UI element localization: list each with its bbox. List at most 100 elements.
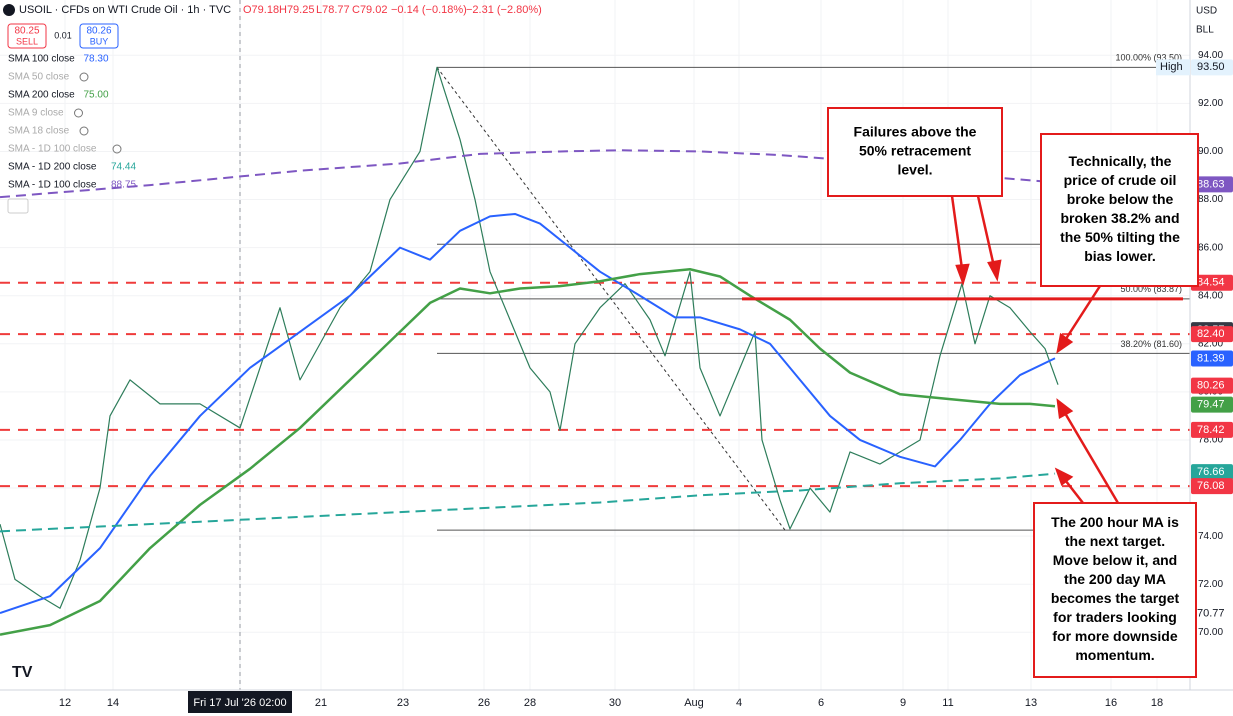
sell-button[interactable]	[7, 23, 47, 49]
tag-note	[1156, 59, 1190, 76]
legend-value: 75.00	[84, 90, 109, 101]
annotation-line: the 50% tilting the	[1060, 229, 1180, 245]
annotation-line: the 200 day MA	[1064, 571, 1166, 587]
price-tag-label: 76.66	[1197, 466, 1225, 478]
price-tag	[1191, 350, 1233, 367]
legend-label: SMA - 1D 200 close	[8, 162, 97, 173]
price-tag-label: 81.39	[1197, 352, 1225, 364]
sell-label: SELL	[16, 36, 38, 46]
ohlc: C79.02	[352, 4, 387, 16]
y-tick-label: 78.00	[1198, 435, 1223, 446]
annotation-line: Technically, the	[1069, 153, 1172, 169]
x-tick-label: 23	[397, 697, 409, 709]
annotation-line: 50% retracement	[859, 143, 971, 159]
annotation-line: bias lower.	[1084, 248, 1156, 264]
annotation-line: the next target.	[1065, 533, 1165, 549]
y-tick-label: 86.00	[1198, 242, 1223, 253]
series-line	[0, 268, 1056, 636]
annotation-box	[827, 107, 1003, 197]
x-tick-label: 11	[942, 697, 953, 709]
legend-label: SMA 18 close	[8, 126, 70, 137]
legend-label: SMA - 1D 100 close	[8, 180, 97, 191]
x-tick-label: Aug	[684, 697, 704, 709]
symbol: USOIL · CFDs on WTI Crude Oil · 1h · TVC	[19, 4, 231, 16]
annotation-line: level.	[897, 162, 932, 178]
trend-line	[436, 67, 786, 531]
collapse-button	[7, 198, 29, 214]
annotation-line: The 200 hour MA is	[1051, 514, 1179, 530]
price-tag	[1191, 421, 1233, 438]
y-tick-label: 88.00	[1198, 194, 1223, 205]
legend-value: 88.75	[111, 180, 136, 191]
price-tag-label: 84.54	[1197, 277, 1225, 289]
price-tag-label: 93.50	[1197, 61, 1225, 73]
y-tick-label: 82.00	[1198, 338, 1223, 349]
y-tick-label: 70.00	[1198, 627, 1223, 638]
buy-label: BUY	[90, 36, 109, 46]
arrow-head	[1054, 467, 1074, 487]
annotation-line: for more downside	[1052, 628, 1177, 644]
price-tag	[1191, 377, 1233, 394]
ohlc: O79.18	[243, 4, 279, 16]
legend-label: SMA 100 close	[8, 54, 75, 65]
fib-label: 50.00% (83.87)	[1120, 284, 1182, 294]
arrows	[950, 195, 1120, 504]
price-tag	[1191, 464, 1233, 481]
x-tick-label: 9	[900, 697, 906, 709]
series-line	[0, 212, 1056, 615]
annotation-line: price of crude oil	[1064, 172, 1177, 188]
x-tick-label: 13	[1025, 697, 1037, 709]
unit: BLL	[1196, 25, 1214, 36]
ohlc: H79.25	[279, 4, 314, 16]
annotation-line: Move below it, and	[1053, 552, 1177, 568]
price-tag-label: 78.42	[1197, 424, 1225, 436]
annotation-line: for traders looking	[1053, 609, 1177, 625]
x-tick-label: 21	[315, 697, 327, 709]
series-line	[0, 66, 1059, 609]
price-tag-label: 79.47	[1197, 399, 1225, 411]
arrow	[976, 195, 997, 272]
x-tick-label: 28	[524, 697, 536, 709]
price-tag	[1191, 59, 1233, 76]
x-tick-label: 14	[107, 697, 119, 709]
x-tick-label: Fri 17 Jul '26 02:00	[193, 697, 286, 709]
price-tag-label: 70.77	[1197, 608, 1225, 620]
change: −0.14 (−0.18%)	[391, 4, 467, 16]
ohlc: L78.77	[316, 4, 350, 16]
legend-label: SMA 200 close	[8, 90, 75, 101]
time-axis	[0, 690, 1190, 716]
y-tick-label: 84.00	[1198, 290, 1223, 301]
annotation-line: broke below the	[1067, 191, 1174, 207]
y-tick-label: 74.00	[1198, 531, 1223, 542]
buy-button[interactable]	[79, 23, 119, 49]
price-tag-label: 76.08	[1197, 480, 1225, 492]
symbol-icon	[3, 4, 15, 16]
legend-label: SMA 9 close	[8, 108, 64, 119]
arrow	[950, 195, 965, 277]
x-tick-label: 12	[59, 697, 71, 709]
y-tick-label: 72.00	[1198, 579, 1223, 590]
currency: USD	[1196, 6, 1217, 17]
annotation-line: Failures above the	[854, 124, 977, 140]
annotation-line: momentum.	[1075, 647, 1154, 663]
price-tag	[1191, 176, 1233, 193]
y-tick-label: 92.00	[1198, 98, 1223, 109]
annotation-box	[1033, 502, 1197, 678]
overlay: 70.0072.0074.0076.0078.0080.0082.0084.00…	[59, 50, 1233, 713]
x-tick-label: 4	[736, 697, 742, 709]
crosshair-tag	[188, 691, 292, 713]
y-tick-label: 94.00	[1198, 50, 1223, 61]
hidden-icon	[79, 126, 89, 136]
price-tag	[1191, 396, 1233, 413]
buy-price: 80.26	[86, 26, 111, 37]
annotations: Failures above the 50% retracement level. T…	[827, 107, 1199, 678]
x-tick-label: 26	[478, 697, 490, 709]
fib-label: 100.00% (93.50)	[1115, 53, 1182, 63]
x-tick-label: 16	[1105, 697, 1117, 709]
price-tag	[1191, 326, 1233, 343]
price-tag-label: 82.40	[1197, 328, 1225, 340]
x-tick-label: 6	[818, 697, 824, 709]
price-tag	[1191, 478, 1233, 495]
